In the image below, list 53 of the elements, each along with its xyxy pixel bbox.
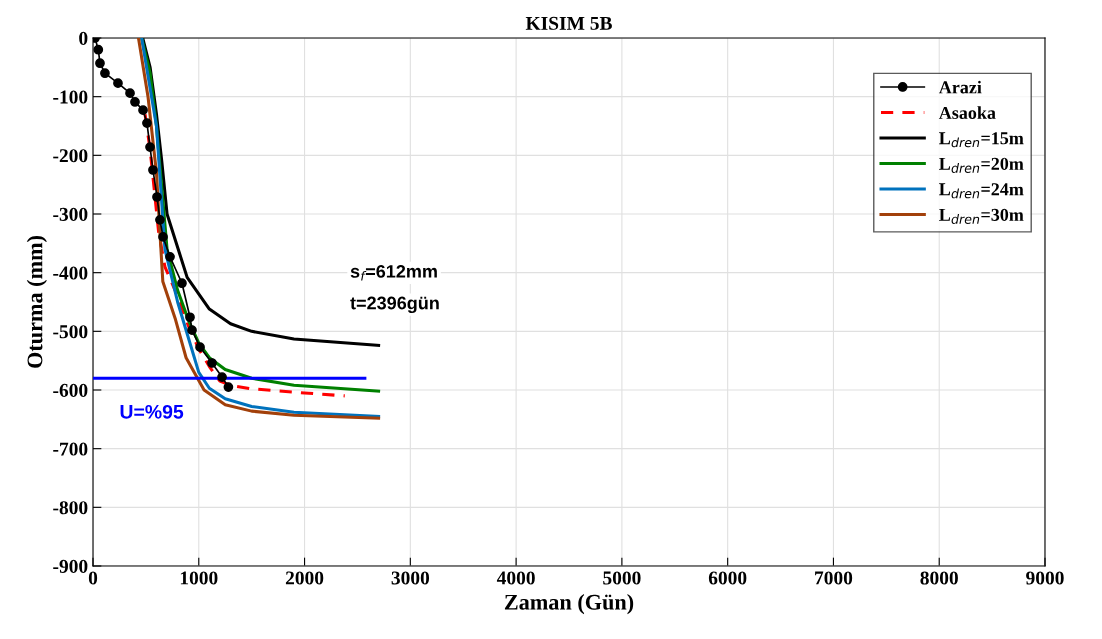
legend-label: Arazi <box>938 80 982 94</box>
point <box>113 78 123 89</box>
y-tick-label: -400 <box>53 266 88 280</box>
point <box>155 215 165 225</box>
point <box>148 165 158 175</box>
legend-label: L$_{dren}$=15m <box>939 132 1024 148</box>
point <box>207 358 217 368</box>
x-tick-label: 3000 <box>391 571 430 585</box>
y-tick-label: -800 <box>53 501 88 515</box>
chart-title: KISIM 5B <box>525 16 612 30</box>
point <box>152 192 162 202</box>
x-tick-label: 5000 <box>603 571 641 585</box>
x-tick-label: 4000 <box>496 571 535 585</box>
y-tick-label: 0 <box>79 31 88 45</box>
point <box>100 68 110 79</box>
y-tick-label: -300 <box>53 207 88 221</box>
x-tick-label: 9000 <box>1026 571 1064 585</box>
point <box>130 97 140 107</box>
y-tick-label: -200 <box>53 149 88 163</box>
point <box>138 105 148 116</box>
y-tick-label: -500 <box>53 325 88 339</box>
x-tick-label: 7000 <box>815 571 853 585</box>
x-tick-label: 8000 <box>920 571 958 585</box>
point <box>217 372 227 382</box>
point <box>93 44 104 55</box>
y-tick-label: -100 <box>53 90 88 104</box>
point <box>158 232 168 242</box>
legend-label: Asaoka <box>938 106 996 119</box>
point <box>142 118 152 128</box>
annotation: t=2396gün <box>350 296 439 314</box>
x-tick-label: 0 <box>88 571 98 585</box>
point <box>177 278 187 289</box>
point <box>195 342 205 353</box>
y-axis-title: Oturma (mm) <box>26 236 47 368</box>
x-tick-label: 2000 <box>285 571 324 585</box>
y-tick-label: -900 <box>53 559 88 573</box>
legend-label: L$_{dren}$=20m <box>939 157 1024 173</box>
point <box>185 312 195 323</box>
point <box>187 325 197 336</box>
x-axis-title: Zaman (Gün) <box>504 594 634 615</box>
legend-label: L$_{dren}$=24m <box>939 183 1024 199</box>
point <box>95 58 105 69</box>
point <box>125 88 135 99</box>
point <box>223 382 234 392</box>
legend-label: L$_{dren}$=30m <box>939 208 1024 224</box>
annotation: s$_{f}$=612mm <box>350 264 437 281</box>
x-tick-label: 1000 <box>180 571 218 585</box>
point <box>145 142 155 152</box>
y-tick-label: -700 <box>53 442 88 456</box>
point <box>165 251 175 262</box>
y-tick-label: -600 <box>53 383 88 397</box>
x-tick-label: 6000 <box>708 571 747 585</box>
series-label: U=%95 <box>120 404 184 419</box>
